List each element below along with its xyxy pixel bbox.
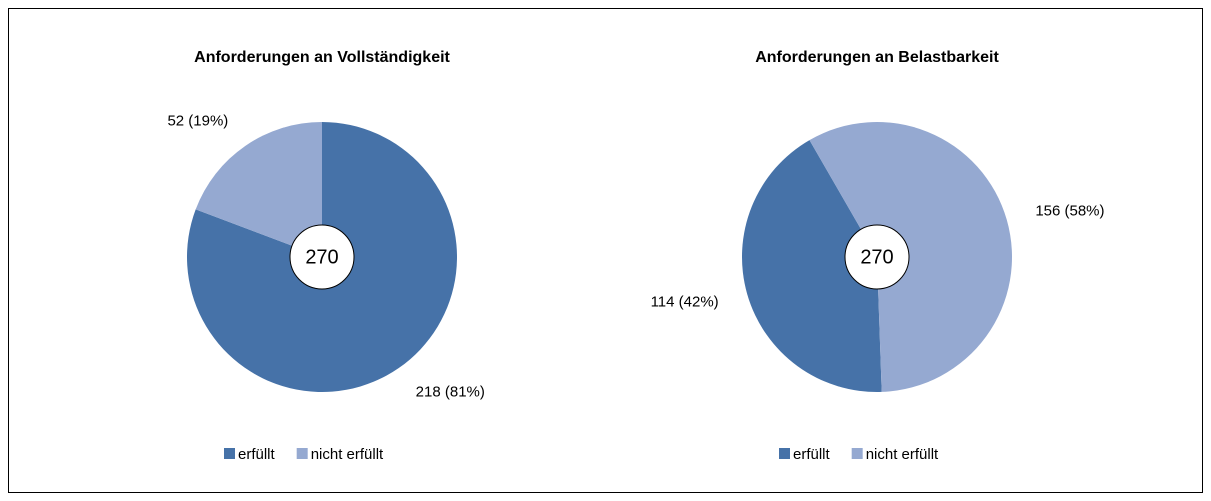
legend-swatch xyxy=(296,448,308,459)
chart-title: Anforderungen an Vollständigkeit xyxy=(194,49,450,66)
legend-swatch xyxy=(224,448,235,459)
data-label: 156 (58%) xyxy=(1035,203,1104,220)
pie-slice xyxy=(809,121,1013,392)
legend-swatch xyxy=(779,448,790,459)
center-circle xyxy=(844,224,910,290)
legend-swatch xyxy=(851,448,863,459)
legend-label: nicht erfüllt xyxy=(311,446,384,463)
center-circle xyxy=(289,224,355,290)
legend-label: erfüllt xyxy=(793,446,831,463)
center-total: 270 xyxy=(305,246,338,268)
pie-slice xyxy=(742,140,882,392)
pie-slice xyxy=(195,122,322,257)
data-label: 52 (19%) xyxy=(167,113,228,130)
legend-label: erfüllt xyxy=(238,446,276,463)
center-total: 270 xyxy=(860,246,893,268)
legend-label: nicht erfüllt xyxy=(866,446,939,463)
data-label: 218 (81%) xyxy=(416,383,485,400)
chart-title: Anforderungen an Belastbarkeit xyxy=(755,49,999,66)
data-label: 114 (42%) xyxy=(651,293,719,310)
